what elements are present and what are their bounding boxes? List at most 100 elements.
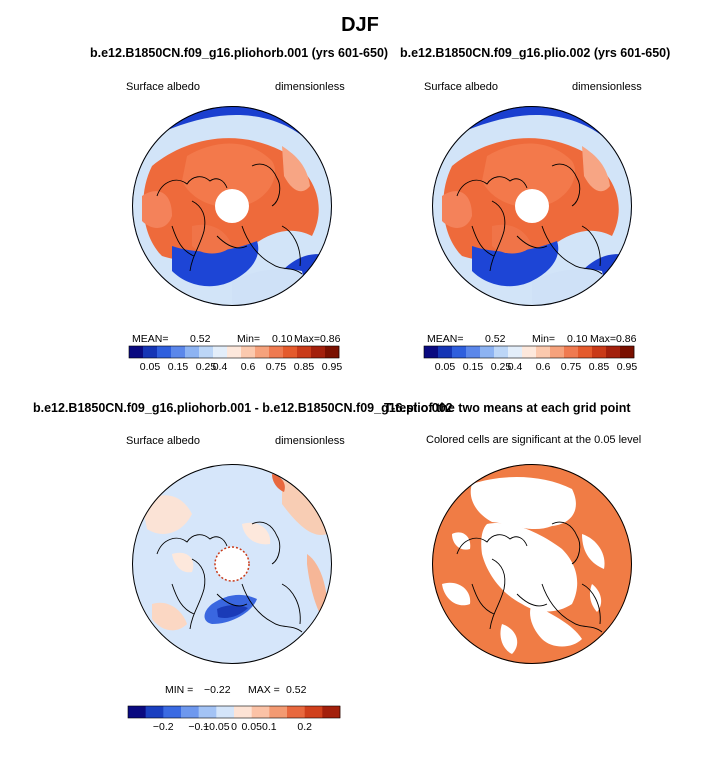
colorbar-swatch bbox=[592, 346, 607, 358]
colorbar: −0.2 −0.1−0.05 0 0.05 0.1 0.2 bbox=[127, 705, 341, 733]
colorbar-swatch bbox=[287, 706, 305, 718]
significance-map bbox=[432, 464, 632, 664]
colorbar-tick-label: 0.75 bbox=[561, 361, 582, 373]
colorbar-tick-label: 0.15 bbox=[463, 361, 484, 373]
colorbar-swatch bbox=[550, 346, 565, 358]
colorbar-tick-label: 0.6 bbox=[241, 361, 256, 373]
max-label: Max= bbox=[294, 333, 320, 345]
colorbar-swatch bbox=[452, 346, 467, 358]
mean-value: 0.52 bbox=[190, 333, 211, 345]
colorbar-swatch bbox=[128, 706, 146, 718]
colorbar-swatch bbox=[129, 346, 144, 358]
colorbar-swatch bbox=[606, 346, 621, 358]
colorbar-swatch bbox=[522, 346, 537, 358]
min-label: Min= bbox=[532, 333, 556, 345]
colorbar-swatch bbox=[145, 706, 164, 718]
colorbar-tick-label: 0.95 bbox=[322, 361, 343, 373]
colorbar-swatch bbox=[269, 706, 288, 718]
difference-map bbox=[132, 464, 332, 664]
colorbar-tick-label: 0.05 bbox=[140, 361, 161, 373]
variable-label: Surface albedo bbox=[126, 81, 200, 93]
max-label: Max= bbox=[590, 333, 616, 345]
min-label: MIN = bbox=[165, 684, 194, 696]
colorbar-frame bbox=[128, 345, 340, 359]
colorbar-swatch bbox=[508, 346, 523, 358]
colorbar: 0.05 0.15 0.250.4 0.6 0.75 0.85 0.95 bbox=[128, 345, 342, 373]
units-label: dimensionless bbox=[275, 81, 345, 93]
units-label: dimensionless bbox=[572, 81, 642, 93]
mean-value: 0.52 bbox=[485, 333, 506, 345]
colorbar-tick-label: −0.2 bbox=[153, 721, 174, 733]
colorbar-swatch bbox=[297, 346, 312, 358]
colorbar-swatch bbox=[304, 706, 323, 718]
min-value: 0.10 bbox=[567, 333, 588, 345]
colorbar-frame bbox=[127, 705, 341, 719]
colorbar-tick-label: 0.15 bbox=[168, 361, 189, 373]
colorbar-tick-label: 0.05 bbox=[241, 721, 262, 733]
variable-label: Surface albedo bbox=[424, 81, 498, 93]
colorbar-tick-label: 0.2 bbox=[297, 721, 312, 733]
colorbar-swatch bbox=[564, 346, 579, 358]
mean-label: MEAN= bbox=[132, 333, 169, 345]
max-value: 0.86 bbox=[320, 333, 341, 345]
max-label: MAX = bbox=[248, 684, 280, 696]
colorbar-swatch bbox=[494, 346, 509, 358]
colorbar-tick-label: 0.75 bbox=[266, 361, 287, 373]
min-value: 0.10 bbox=[272, 333, 293, 345]
colorbar-tick-label: 0.1 bbox=[262, 721, 277, 733]
colorbar-tick-label: −0.1 bbox=[188, 721, 209, 733]
colorbar-swatch bbox=[536, 346, 551, 358]
colorbar-swatch bbox=[578, 346, 593, 358]
colorbar-swatch bbox=[311, 346, 326, 358]
min-label: Min= bbox=[237, 333, 261, 345]
mean-label: MEAN= bbox=[427, 333, 464, 345]
colorbar-swatch bbox=[171, 346, 186, 358]
colorbar-tick-label: 0.95 bbox=[617, 361, 638, 373]
colorbar-tick-label: 0.4 bbox=[213, 361, 228, 373]
colorbar-swatch bbox=[198, 706, 217, 718]
colorbar-swatch bbox=[199, 346, 214, 358]
colorbar: 0.05 0.15 0.250.4 0.6 0.75 0.85 0.95 bbox=[423, 345, 637, 373]
colorbar-swatch bbox=[325, 346, 340, 358]
colorbar-swatch bbox=[185, 346, 200, 358]
albedo-map bbox=[132, 106, 332, 306]
figure-title: DJF bbox=[341, 14, 379, 36]
colorbar-swatch bbox=[322, 706, 341, 718]
panel-title: b.e12.B1850CN.f09_g16.pliohorb.001 (yrs … bbox=[90, 46, 389, 60]
variable-label: Surface albedo bbox=[126, 435, 200, 447]
panel-title: T-test of the two means at each grid poi… bbox=[384, 401, 631, 415]
colorbar-swatch bbox=[143, 346, 158, 358]
colorbar-swatch bbox=[163, 706, 182, 718]
colorbar-swatch bbox=[424, 346, 439, 358]
colorbar-tick-label: −0.05 bbox=[203, 721, 230, 733]
colorbar-swatch bbox=[269, 346, 284, 358]
colorbar-tick-label: 0.85 bbox=[589, 361, 610, 373]
colorbar-swatch bbox=[480, 346, 495, 358]
panel-title: b.e12.B1850CN.f09_g16.pliohorb.001 - b.e… bbox=[33, 401, 453, 415]
colorbar-tick-label: 0 bbox=[231, 721, 237, 733]
colorbar-swatch bbox=[213, 346, 228, 358]
panel-title: b.e12.B1850CN.f09_g16.plio.002 (yrs 601-… bbox=[400, 46, 671, 60]
colorbar-swatch bbox=[241, 346, 256, 358]
significance-note: Colored cells are significant at the 0.0… bbox=[426, 434, 642, 446]
colorbar-tick-label: 0.05 bbox=[435, 361, 456, 373]
max-value: 0.52 bbox=[286, 684, 307, 696]
colorbar-tick-label: 0.25 bbox=[196, 361, 217, 373]
colorbar-swatch bbox=[283, 346, 298, 358]
colorbar-tick-label: 0.85 bbox=[294, 361, 315, 373]
colorbar-tick-label: 0.25 bbox=[491, 361, 512, 373]
colorbar-swatch bbox=[466, 346, 481, 358]
colorbar-swatch bbox=[157, 346, 172, 358]
colorbar-swatch bbox=[234, 706, 252, 718]
albedo-map bbox=[432, 106, 632, 306]
colorbar-swatch bbox=[438, 346, 453, 358]
colorbar-swatch bbox=[227, 346, 242, 358]
colorbar-swatch bbox=[216, 706, 235, 718]
colorbar-frame bbox=[423, 345, 635, 359]
colorbar-tick-label: 0.4 bbox=[508, 361, 523, 373]
colorbar-swatch bbox=[255, 346, 270, 358]
colorbar-swatch bbox=[251, 706, 270, 718]
max-value: 0.86 bbox=[616, 333, 637, 345]
min-value: −0.22 bbox=[204, 684, 231, 696]
units-label: dimensionless bbox=[275, 435, 345, 447]
